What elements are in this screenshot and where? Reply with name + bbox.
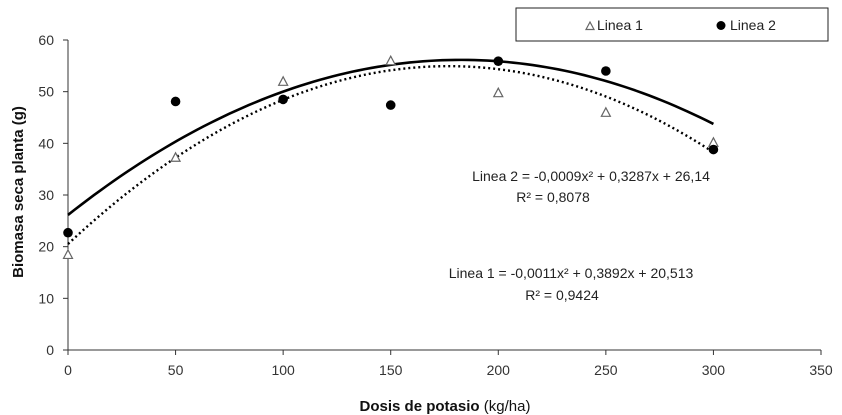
point-linea-2-5 <box>601 66 611 76</box>
x-tick-label-250: 250 <box>594 362 618 378</box>
equation-linea-1: Linea 1 = -0,0011x² + 0,3892x + 20,513 <box>449 265 694 281</box>
point-linea-2-0 <box>63 227 73 238</box>
x-tick-label-0: 0 <box>64 362 72 378</box>
equation-linea-2: Linea 2 = -0,0009x² + 0,3287x + 26,14 <box>472 168 710 184</box>
point-linea-2-4 <box>493 56 504 66</box>
x-tick-label-100: 100 <box>271 362 295 378</box>
y-tick-label-20: 20 <box>38 239 54 255</box>
point-linea-1-3 <box>385 54 397 66</box>
legend-circle-icon <box>716 21 726 30</box>
point-linea-1-2 <box>277 75 289 86</box>
legend: Linea 1 Linea 2 <box>515 7 829 42</box>
trendline-linea-1 <box>67 64 715 245</box>
x-tick-label-350: 350 <box>809 362 833 378</box>
y-tick-label-10: 10 <box>38 290 54 306</box>
point-linea-2-1 <box>170 96 181 107</box>
point-linea-2-6 <box>708 144 719 155</box>
x-axis-title: Dosis de potasio (kg/ha) <box>360 398 531 415</box>
y-axis-title: Biomasa seca planta (g) <box>10 106 27 278</box>
y-tick-label-30: 30 <box>38 187 54 203</box>
x-axis-title-main: Dosis de potasio <box>360 398 480 415</box>
x-tick-label-150: 150 <box>379 362 403 378</box>
point-linea-1-5 <box>600 106 612 117</box>
point-linea-1-4 <box>492 86 504 98</box>
legend-label-linea-1: Linea 1 <box>597 17 643 33</box>
legend-label-linea-2: Linea 2 <box>730 17 776 33</box>
legend-triangle-icon <box>585 20 595 31</box>
x-tick-label-200: 200 <box>487 362 511 378</box>
point-linea-2-3 <box>385 100 396 110</box>
y-tick-label-60: 60 <box>38 32 54 48</box>
y-tick-label-0: 0 <box>46 342 54 358</box>
point-linea-2-2 <box>278 94 288 105</box>
legend-box <box>515 7 829 42</box>
x-tick-label-50: 50 <box>168 362 184 378</box>
r2-linea-2: R² = 0,8078 <box>516 189 590 205</box>
r2-linea-1: R² = 0,9424 <box>525 287 599 303</box>
x-tick-label-300: 300 <box>702 362 726 378</box>
y-tick-label-50: 50 <box>38 84 54 100</box>
trendline-linea-2 <box>67 58 715 216</box>
x-axis-title-unit: (kg/ha) <box>484 398 531 415</box>
y-tick-label-40: 40 <box>38 135 54 151</box>
point-linea-1-0 <box>62 248 74 260</box>
plot-area: 0 50 100 150 200 250 300 350 0 10 20 30 40 50 60 <box>38 32 832 378</box>
point-linea-1-1 <box>170 151 182 162</box>
